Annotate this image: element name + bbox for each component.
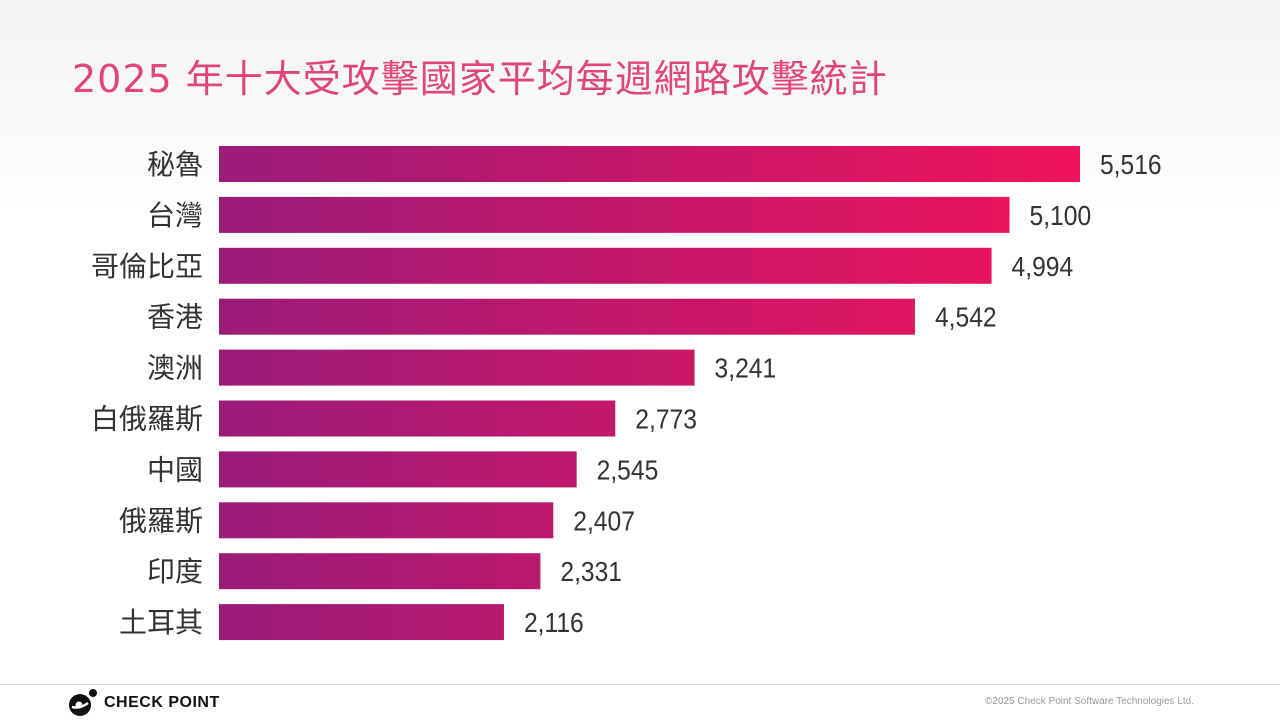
value-label: 2,407 bbox=[573, 505, 635, 537]
bar bbox=[219, 451, 577, 488]
footer-divider bbox=[0, 684, 1280, 685]
bar bbox=[219, 196, 1010, 233]
bar bbox=[219, 146, 1080, 182]
category-label: 白俄羅斯 bbox=[91, 403, 203, 436]
copyright: ©2025 Check Point Software Technologies … bbox=[985, 696, 1194, 707]
category-label: 秘魯 bbox=[147, 148, 203, 181]
category-label: 台灣 bbox=[147, 199, 203, 232]
category-label: 哥倫比亞 bbox=[91, 250, 203, 283]
value-label: 3,241 bbox=[715, 352, 777, 384]
bar bbox=[219, 400, 616, 437]
value-label: 4,994 bbox=[1012, 250, 1074, 282]
category-label: 土耳其 bbox=[119, 606, 203, 639]
value-label: 2,116 bbox=[524, 607, 584, 639]
bar bbox=[219, 553, 541, 590]
category-label: 印度 bbox=[147, 555, 203, 588]
value-label: 4,542 bbox=[935, 301, 997, 333]
value-label: 5,516 bbox=[1100, 149, 1162, 181]
bar bbox=[219, 349, 695, 386]
page-title: 2025 年十大受攻擊國家平均每週網路攻擊統計 bbox=[72, 57, 888, 101]
bar bbox=[219, 247, 992, 284]
check-point-logo-icon bbox=[69, 689, 97, 716]
category-label: 俄羅斯 bbox=[119, 504, 203, 537]
value-label: 2,545 bbox=[597, 454, 659, 486]
category-label: 香港 bbox=[147, 301, 203, 334]
value-label: 5,100 bbox=[1030, 199, 1092, 231]
value-label: 2,331 bbox=[560, 556, 622, 588]
category-label: 澳洲 bbox=[147, 352, 203, 385]
value-label: 2,773 bbox=[635, 403, 697, 435]
bar bbox=[219, 298, 915, 335]
check-point-logo: CHECK POINT bbox=[68, 688, 220, 718]
bar bbox=[219, 502, 554, 539]
bar-chart: 秘魯 5,516 台灣 5,100 哥倫比亞 4,994 香港 4,542 澳洲 3,241 白俄羅… bbox=[91, 146, 1162, 641]
brand-name: CHECK POINT bbox=[104, 694, 220, 711]
bar bbox=[219, 604, 504, 641]
category-label: 中國 bbox=[147, 453, 203, 486]
